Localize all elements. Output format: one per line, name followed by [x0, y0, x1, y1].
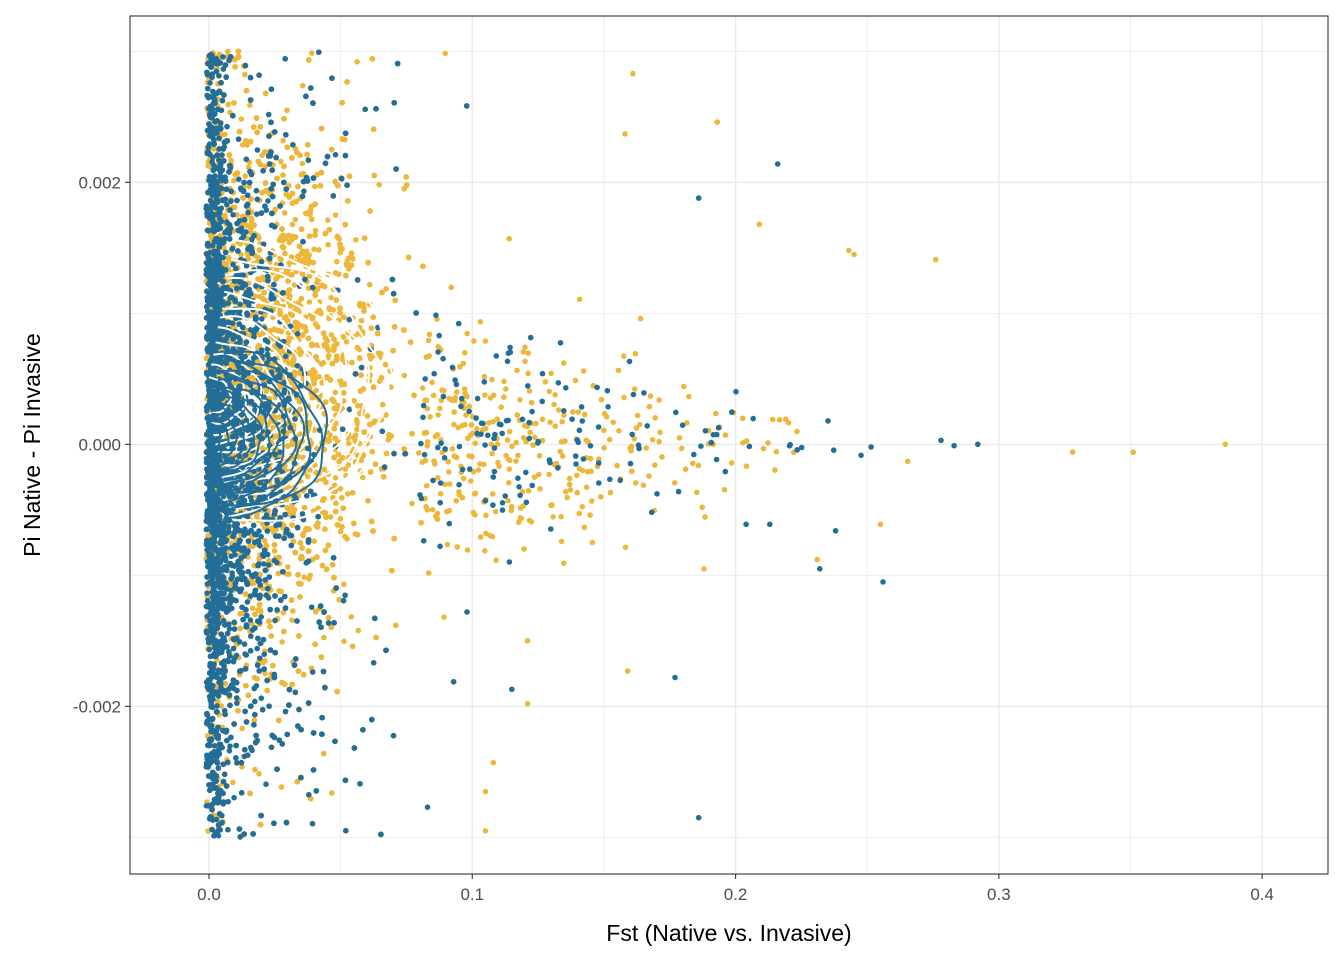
data-point	[328, 294, 334, 301]
data-point	[345, 462, 352, 468]
data-point	[242, 71, 248, 78]
data-point	[311, 246, 317, 252]
data-point	[341, 581, 347, 588]
data-point	[252, 293, 258, 300]
data-point	[242, 173, 248, 179]
data-point	[299, 82, 306, 89]
data-point	[320, 750, 327, 757]
data-point	[332, 475, 339, 481]
data-point	[239, 725, 245, 732]
data-point	[282, 250, 288, 257]
data-point	[360, 474, 366, 481]
data-point	[290, 608, 296, 614]
data-point	[279, 639, 285, 645]
data-point	[358, 317, 365, 324]
data-point	[344, 491, 351, 497]
data-point	[354, 59, 360, 65]
data-point	[352, 237, 359, 243]
data-point	[332, 212, 339, 218]
data-point	[311, 538, 318, 544]
data-point	[304, 473, 311, 480]
data-point	[325, 217, 331, 223]
data-point	[409, 500, 415, 507]
data-point	[333, 258, 340, 265]
data-point	[383, 286, 389, 292]
data-point	[281, 210, 288, 216]
data-point	[342, 466, 349, 472]
data-point	[231, 177, 237, 184]
data-point	[249, 605, 256, 611]
data-point	[299, 160, 306, 167]
data-point	[280, 137, 286, 144]
data-point	[309, 50, 315, 56]
data-point	[441, 614, 447, 620]
data-point	[343, 339, 350, 345]
data-point	[245, 164, 252, 171]
data-point	[314, 171, 320, 178]
data-point	[321, 634, 327, 641]
data-point	[301, 574, 307, 580]
data-point	[289, 221, 296, 228]
data-point	[230, 779, 236, 786]
data-point	[328, 790, 335, 796]
data-point	[252, 766, 258, 773]
data-point	[328, 332, 335, 338]
data-point	[442, 50, 449, 57]
data-point	[332, 389, 339, 396]
data-point	[327, 514, 334, 520]
data-point	[448, 284, 455, 291]
data-point	[238, 116, 245, 122]
data-point	[366, 281, 373, 288]
data-point	[341, 638, 347, 645]
data-point	[416, 450, 422, 456]
data-point	[306, 299, 313, 305]
data-point	[247, 102, 253, 108]
data-point	[278, 784, 285, 790]
data-point	[262, 670, 268, 677]
data-point	[289, 617, 295, 623]
data-point	[256, 771, 262, 777]
data-point	[312, 183, 318, 190]
data-point	[367, 208, 373, 214]
data-point	[278, 158, 284, 165]
data-point	[228, 157, 234, 164]
data-point	[312, 227, 319, 234]
data-point	[210, 146, 217, 152]
data-point	[280, 172, 286, 178]
data-point	[288, 254, 295, 260]
data-point	[337, 528, 344, 535]
data-point	[285, 564, 291, 570]
data-point	[262, 538, 268, 544]
data-point	[218, 703, 225, 709]
data-point	[355, 627, 362, 634]
data-point	[348, 614, 355, 620]
data-point	[346, 440, 352, 447]
data-point	[292, 216, 299, 223]
data-point	[271, 548, 278, 554]
data-point	[401, 372, 408, 379]
data-point	[224, 48, 231, 55]
data-point	[316, 373, 322, 380]
data-point	[325, 241, 331, 248]
data-point	[376, 181, 383, 188]
data-point	[239, 142, 246, 148]
